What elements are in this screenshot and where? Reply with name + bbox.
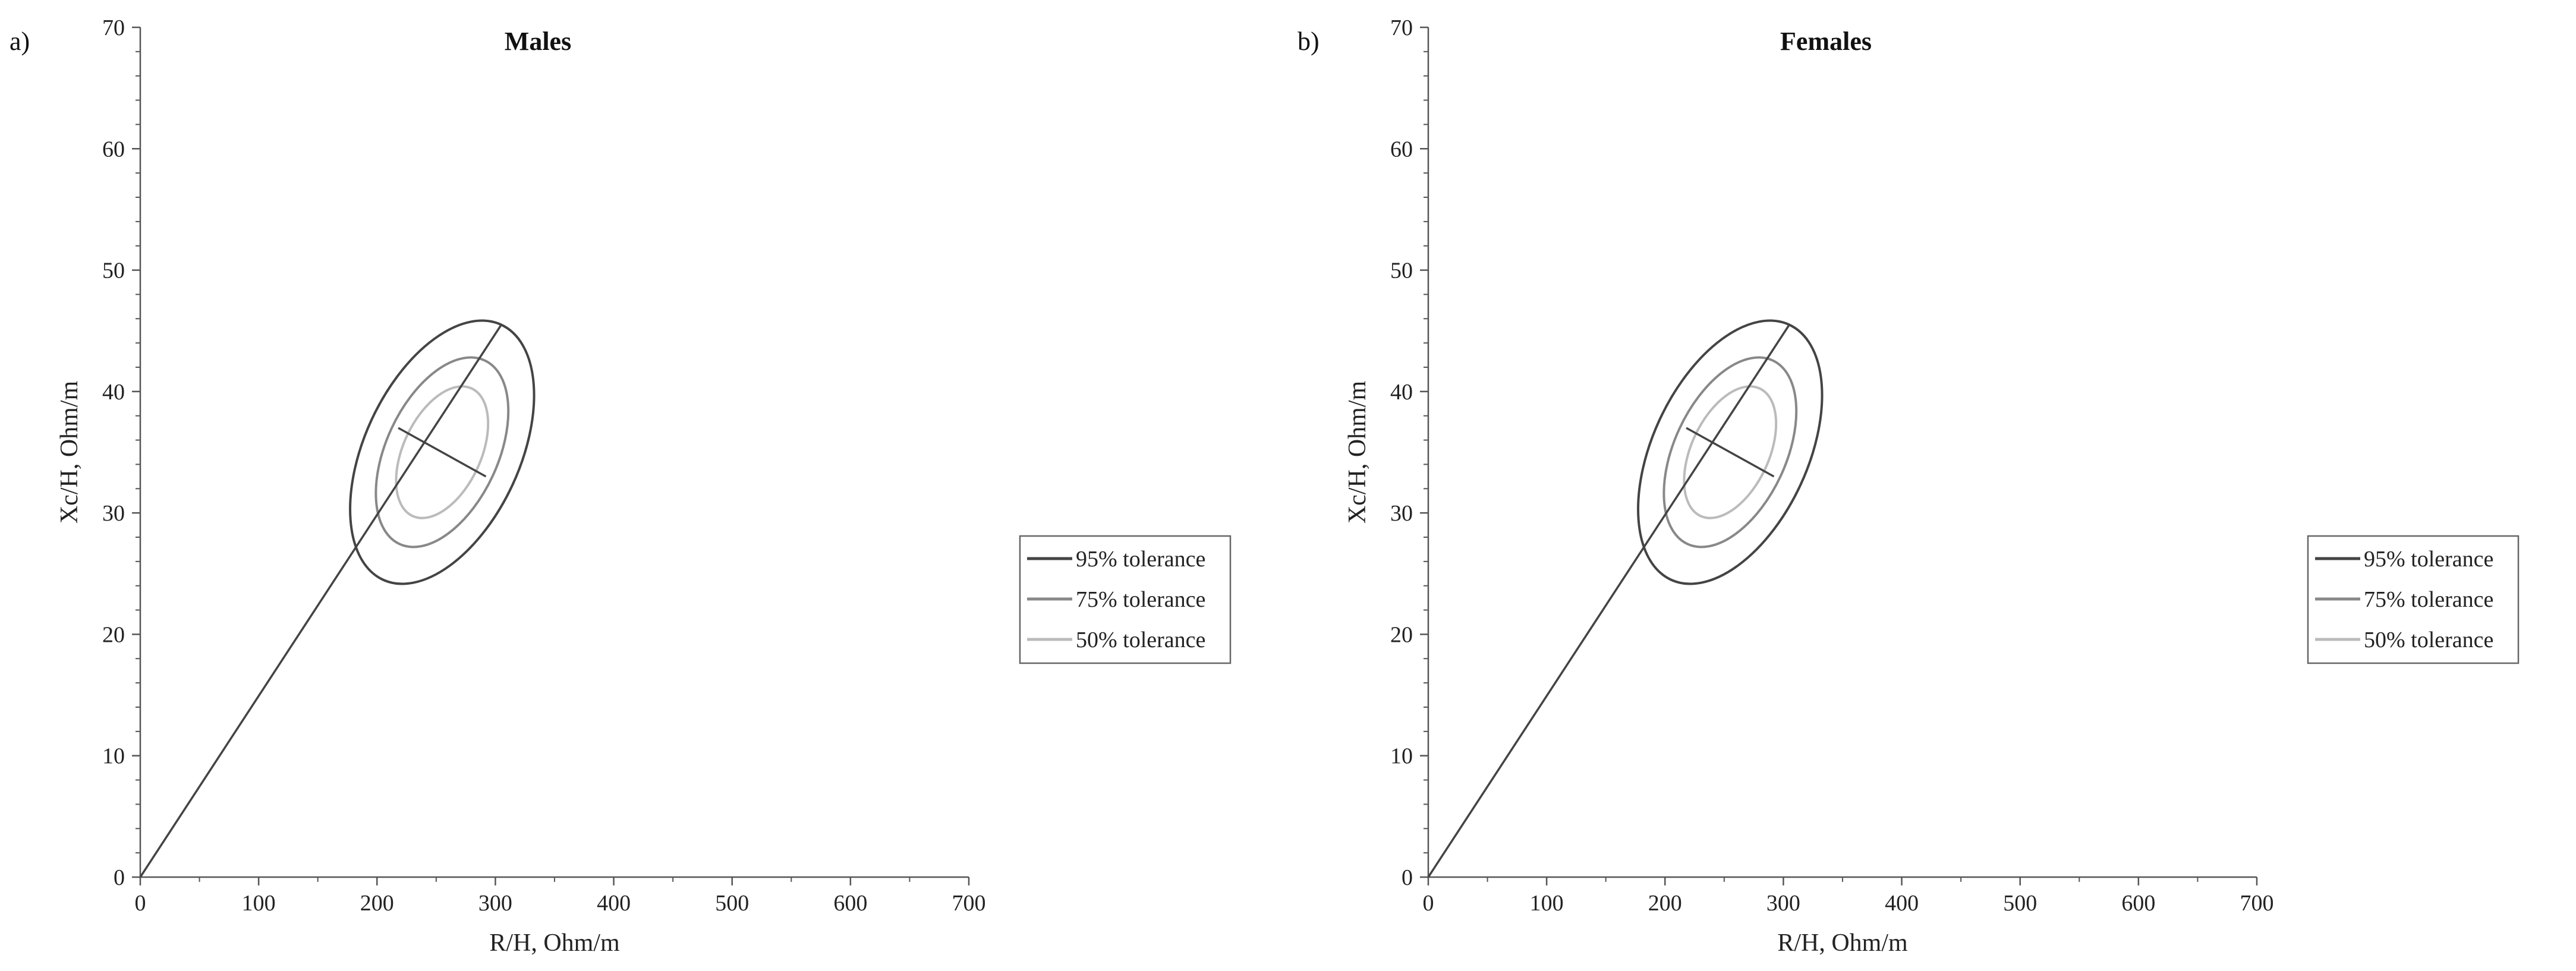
x-tick-label: 0 [135,891,146,916]
tolerance-ellipse-2 [1662,356,1798,548]
legend-label: 95% tolerance [2364,547,2493,572]
legend-label: 50% tolerance [2364,628,2493,652]
x-tick-label: 600 [2121,891,2155,916]
chart-title: Females [1780,27,1872,56]
legend-label: 95% tolerance [1076,547,1205,572]
y-tick-label: 40 [102,380,125,405]
x-tick-label: 0 [1423,891,1434,916]
x-tick-label: 700 [2240,891,2274,916]
y-tick-label: 20 [1390,622,1413,647]
y-tick-label: 60 [1390,137,1413,162]
minor-axis-line [1686,427,1775,478]
y-tick-label: 70 [1390,15,1413,40]
major-axis-line [1427,324,1790,878]
y-tick-label: 0 [1402,865,1413,890]
x-tick-label: 400 [1885,891,1919,916]
x-tick-label: 300 [1766,891,1800,916]
x-axis-title: R/H, Ohm/m [1777,929,1908,957]
y-tick-label: 30 [102,501,125,526]
y-tick-label: 70 [102,15,125,40]
y-tick-label: 10 [1390,744,1413,769]
minor-axis-line [398,427,487,478]
x-tick-label: 200 [1648,891,1682,916]
x-tick-label: 100 [242,891,276,916]
legend-label: 50% tolerance [1076,628,1205,652]
tolerance-ellipse-2 [374,356,510,548]
tolerance-ellipse-3 [1683,385,1778,519]
major-axis-line [139,324,502,878]
x-tick-label: 500 [715,891,749,916]
x-tick-label: 300 [478,891,512,916]
y-axis-title: Xc/H, Ohm/m [56,381,83,524]
y-axis-title: Xc/H, Ohm/m [1344,381,1371,524]
panel-label: b) [1298,27,1320,56]
x-tick-label: 200 [360,891,394,916]
y-tick-label: 60 [102,137,125,162]
legend-label: 75% tolerance [2364,587,2493,612]
tolerance-ellipse-3 [395,385,490,519]
x-tick-label: 100 [1530,891,1564,916]
panel-label: a) [10,27,30,56]
y-tick-label: 10 [102,744,125,769]
y-tick-label: 0 [114,865,125,890]
legend-label: 75% tolerance [1076,587,1205,612]
chart-panel-females: 0 10 20 30 40 50 60 70 0 100 200 300 400 500 600 700 b) F… [1288,0,2576,971]
y-tick-label: 50 [102,258,125,283]
x-tick-label: 500 [2003,891,2037,916]
x-tick-label: 400 [597,891,631,916]
y-tick-label: 30 [1390,501,1413,526]
chart-title: Males [505,27,571,56]
y-tick-label: 50 [1390,258,1413,283]
chart-panel-males: 0 10 20 30 40 50 60 70 0 100 200 300 400 500 600 700 a) M… [10,15,1232,957]
x-axis-title: R/H, Ohm/m [489,929,620,957]
x-tick-label: 700 [952,891,986,916]
y-tick-label: 20 [102,622,125,647]
x-tick-label: 600 [833,891,867,916]
y-tick-label: 40 [1390,380,1413,405]
